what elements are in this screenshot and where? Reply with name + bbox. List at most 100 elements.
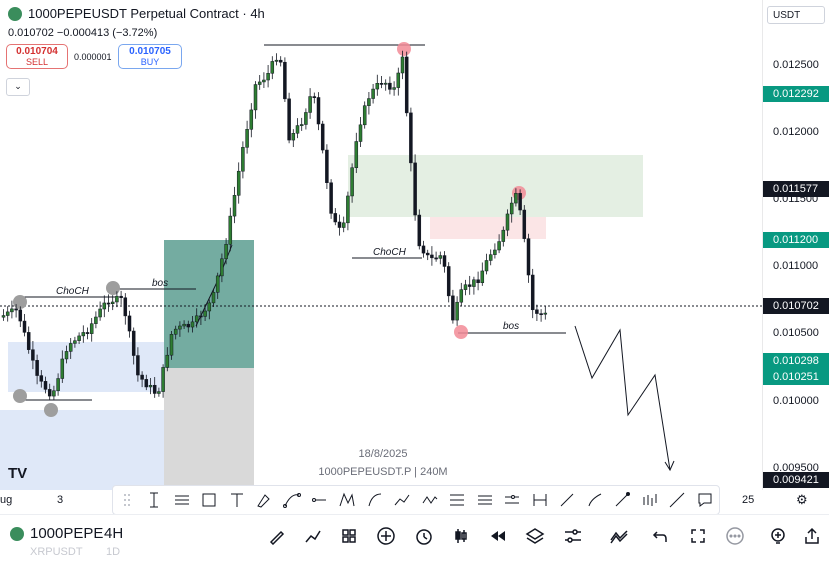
projection-path [574, 325, 671, 471]
extended-line-icon[interactable] [666, 489, 688, 511]
candle-body [379, 83, 384, 85]
layers-icon[interactable] [524, 525, 546, 547]
candle-body [388, 82, 392, 90]
price-tick: 0.012000 [773, 126, 819, 138]
buy-button[interactable]: 0.010705 BUY [118, 44, 182, 69]
add-icon[interactable] [375, 525, 397, 547]
candle-body [442, 255, 447, 267]
candle-body [329, 182, 333, 214]
measure-icon[interactable] [529, 489, 551, 511]
drawing-tool-icon[interactable] [266, 525, 288, 547]
settings-sliders-icon[interactable] [562, 525, 584, 547]
chevron-down-icon: ⌄ [14, 81, 22, 91]
parallel-icon[interactable] [501, 489, 523, 511]
time-axis[interactable]: ug 3 25 ⚙ [0, 490, 829, 512]
trendline-icon[interactable] [556, 489, 578, 511]
share-icon[interactable] [801, 525, 823, 547]
time-label: ug [0, 494, 13, 506]
indicators-icon[interactable] [302, 525, 324, 547]
candle-body [341, 222, 346, 228]
grip-icon[interactable] [116, 489, 138, 511]
curve-icon[interactable] [364, 489, 386, 511]
candle-body [430, 254, 434, 259]
candle-body [232, 195, 237, 217]
trade-icon[interactable] [608, 525, 630, 547]
price-axis[interactable]: USDT 0.012500 0.012000 0.011000 0.010500… [762, 0, 829, 490]
candle-body [178, 325, 182, 330]
choch-label-left: ChoCH [56, 286, 90, 297]
candle-body [136, 355, 140, 376]
candle-body [367, 98, 371, 106]
candle-body [203, 310, 207, 317]
candle-body [161, 367, 165, 392]
candle-body [480, 270, 485, 284]
candle-body [333, 213, 338, 223]
undo-icon[interactable] [649, 525, 671, 547]
bos-label-right: bos [503, 321, 519, 332]
candle-body [434, 257, 438, 260]
horizontal-lines-icon[interactable] [171, 489, 193, 511]
more-options-icon[interactable] [724, 525, 746, 547]
pattern-icon[interactable] [336, 489, 358, 511]
price-tick: 0.009500 [773, 462, 819, 474]
arrow-path-icon[interactable] [391, 489, 413, 511]
sell-price: 0.010704 [16, 46, 58, 57]
price-chart[interactable]: ChoCH bos ChoCH bos 18/8/2025 1000PEPEUS… [0, 0, 762, 490]
layout-grid-icon[interactable] [338, 525, 360, 547]
replay-icon[interactable] [487, 525, 509, 547]
candle-body [39, 375, 44, 382]
symbol-selector[interactable]: 1000PEPE [30, 525, 104, 542]
candle-body [144, 379, 149, 388]
long-position-icon[interactable] [474, 489, 496, 511]
candle-body [518, 193, 522, 211]
candle-body [245, 129, 249, 148]
price-badge: 0.009421 [763, 472, 829, 488]
brush-icon[interactable] [253, 489, 275, 511]
horizontal-line-icon[interactable] [308, 489, 330, 511]
alarm-clock-icon[interactable] [413, 525, 435, 547]
marker-pink [454, 325, 468, 339]
candle-body [89, 323, 94, 334]
candle-body [291, 133, 296, 141]
zigzag-icon[interactable] [419, 489, 441, 511]
candle-body [404, 56, 409, 114]
candle-type-icon[interactable] [450, 525, 472, 547]
symbol-title[interactable]: 1000PEPEUSDT Perpetual Contract · 4h [8, 6, 265, 21]
pepe-logo-icon [10, 527, 24, 541]
bos-label-left: bos [152, 278, 168, 289]
sell-button[interactable]: 0.010704 SELL [6, 44, 68, 69]
currency-selector[interactable]: USDT [767, 6, 825, 24]
pen-icon[interactable] [584, 489, 606, 511]
publish-idea-icon[interactable] [767, 525, 789, 547]
candle-body [522, 209, 527, 239]
candle-body [409, 112, 413, 164]
candle-body [438, 255, 443, 259]
candle-body [488, 254, 493, 261]
settings-gear-icon[interactable]: ⚙ [796, 492, 808, 507]
ray-icon[interactable] [611, 489, 633, 511]
collapse-legend-button[interactable]: ⌄ [6, 78, 30, 96]
interval-selector[interactable]: 4H [104, 525, 124, 542]
comment-icon[interactable] [694, 489, 716, 511]
text-icon[interactable] [226, 489, 248, 511]
rectangle-icon[interactable] [198, 489, 220, 511]
candle-body [266, 73, 270, 81]
fullscreen-icon[interactable] [687, 525, 709, 547]
candle-body [526, 238, 531, 276]
candle-body [350, 167, 354, 197]
candle-body [18, 309, 23, 322]
candle-body [215, 275, 220, 293]
candle-body [102, 302, 107, 310]
candle-body [472, 279, 476, 287]
fib-icon[interactable] [446, 489, 468, 511]
candle-body [14, 308, 18, 311]
candle-body [5, 311, 10, 316]
cursor-line-icon[interactable] [143, 489, 165, 511]
candle-body [60, 358, 65, 379]
time-label: 3 [57, 494, 64, 506]
candle-body [56, 378, 60, 391]
candle-body [358, 124, 363, 142]
path-icon[interactable] [281, 489, 303, 511]
candle-body [199, 315, 203, 318]
candles-icon[interactable] [639, 489, 661, 511]
